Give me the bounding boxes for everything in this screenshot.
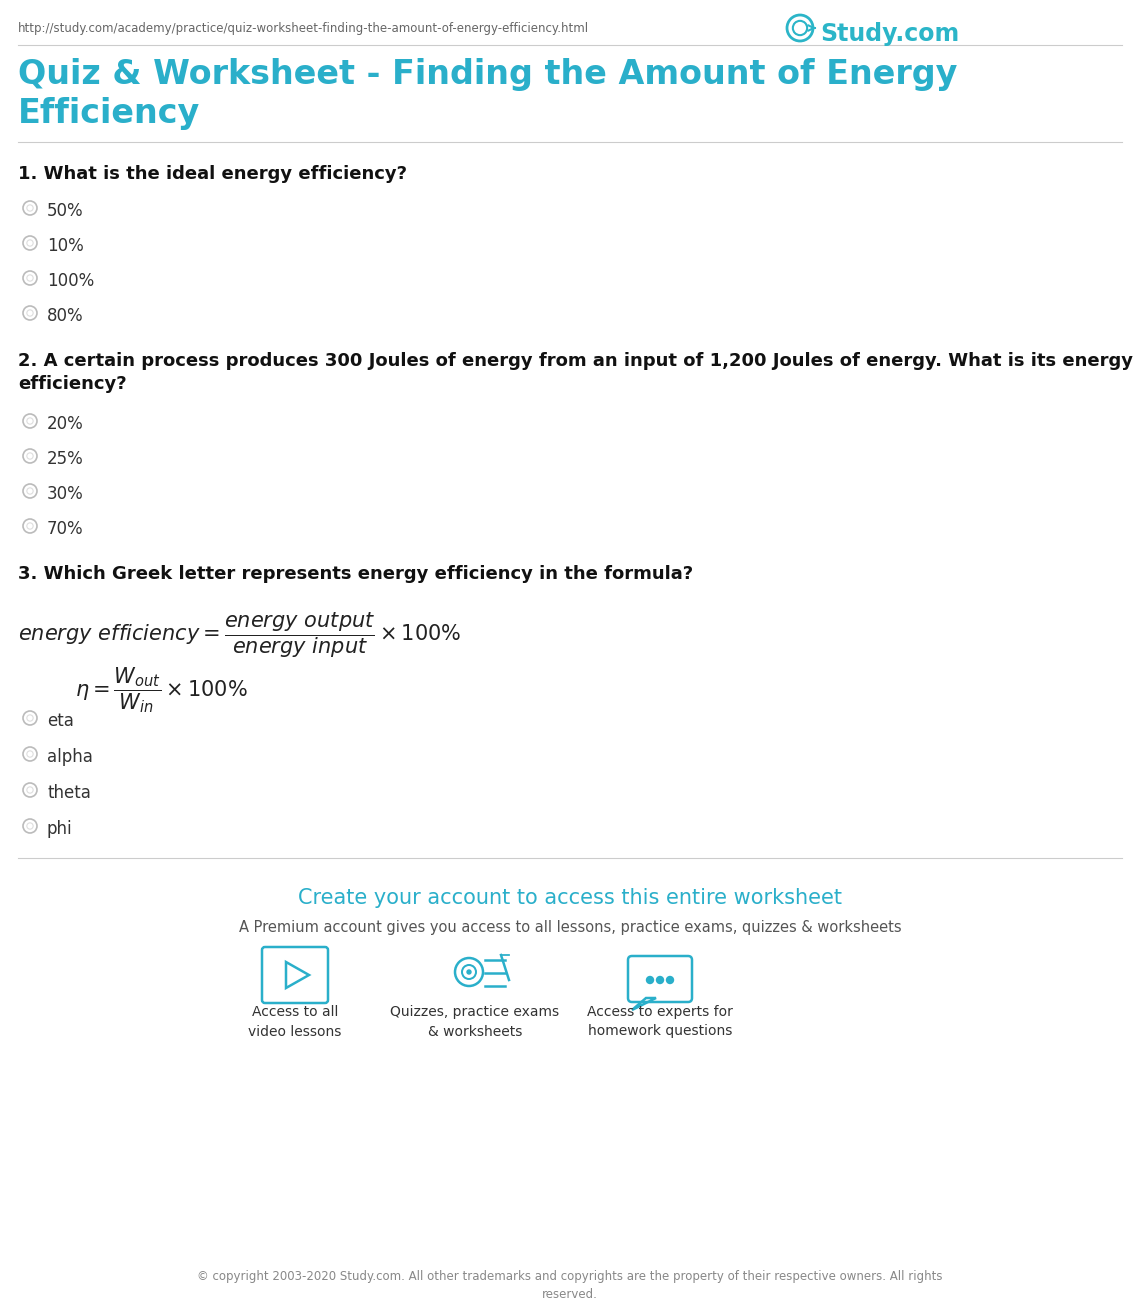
Text: Create your account to access this entire worksheet: Create your account to access this entir… (298, 888, 842, 908)
Text: 3. Which Greek letter represents energy efficiency in the formula?: 3. Which Greek letter represents energy … (18, 565, 693, 583)
Text: A Premium account gives you access to all lessons, practice exams, quizzes & wor: A Premium account gives you access to al… (238, 920, 902, 936)
Text: 20%: 20% (47, 415, 83, 434)
Circle shape (646, 976, 653, 983)
Text: 2. A certain process produces 300 Joules of energy from an input of 1,200 Joules: 2. A certain process produces 300 Joules… (18, 352, 1133, 393)
Text: Access to all
video lessons: Access to all video lessons (249, 1005, 342, 1038)
Text: 70%: 70% (47, 520, 83, 537)
Text: 25%: 25% (47, 449, 83, 468)
Text: eta: eta (47, 712, 74, 731)
Text: 30%: 30% (47, 485, 83, 503)
Circle shape (667, 976, 674, 983)
Text: Quizzes, practice exams
& worksheets: Quizzes, practice exams & worksheets (390, 1005, 560, 1038)
Text: phi: phi (47, 820, 73, 838)
Text: $\mathit{energy\ efficiency} = \dfrac{\mathit{energy\ output}}{\mathit{energy\ i: $\mathit{energy\ efficiency} = \dfrac{\m… (18, 610, 462, 660)
Text: 80%: 80% (47, 307, 83, 325)
Text: http://study.com/academy/practice/quiz-worksheet-finding-the-amount-of-energy-ef: http://study.com/academy/practice/quiz-w… (18, 22, 589, 35)
Text: Study.com: Study.com (820, 22, 959, 46)
Text: © copyright 2003-2020 Study.com. All other trademarks and copyrights are the pro: © copyright 2003-2020 Study.com. All oth… (197, 1271, 943, 1301)
Text: alpha: alpha (47, 748, 92, 766)
Text: $\mathit{\eta} = \dfrac{\mathit{W_{out}}}{\mathit{W_{in}}} \times 100\%$: $\mathit{\eta} = \dfrac{\mathit{W_{out}}… (75, 665, 247, 715)
Circle shape (467, 970, 471, 974)
Text: Access to experts for
homework questions: Access to experts for homework questions (587, 1005, 733, 1038)
Circle shape (657, 976, 663, 983)
Text: theta: theta (47, 784, 91, 802)
Text: 100%: 100% (47, 272, 95, 290)
Text: Quiz & Worksheet - Finding the Amount of Energy
Efficiency: Quiz & Worksheet - Finding the Amount of… (18, 58, 958, 130)
Text: 50%: 50% (47, 202, 83, 219)
Text: 10%: 10% (47, 237, 83, 255)
Text: 1. What is the ideal energy efficiency?: 1. What is the ideal energy efficiency? (18, 166, 407, 183)
